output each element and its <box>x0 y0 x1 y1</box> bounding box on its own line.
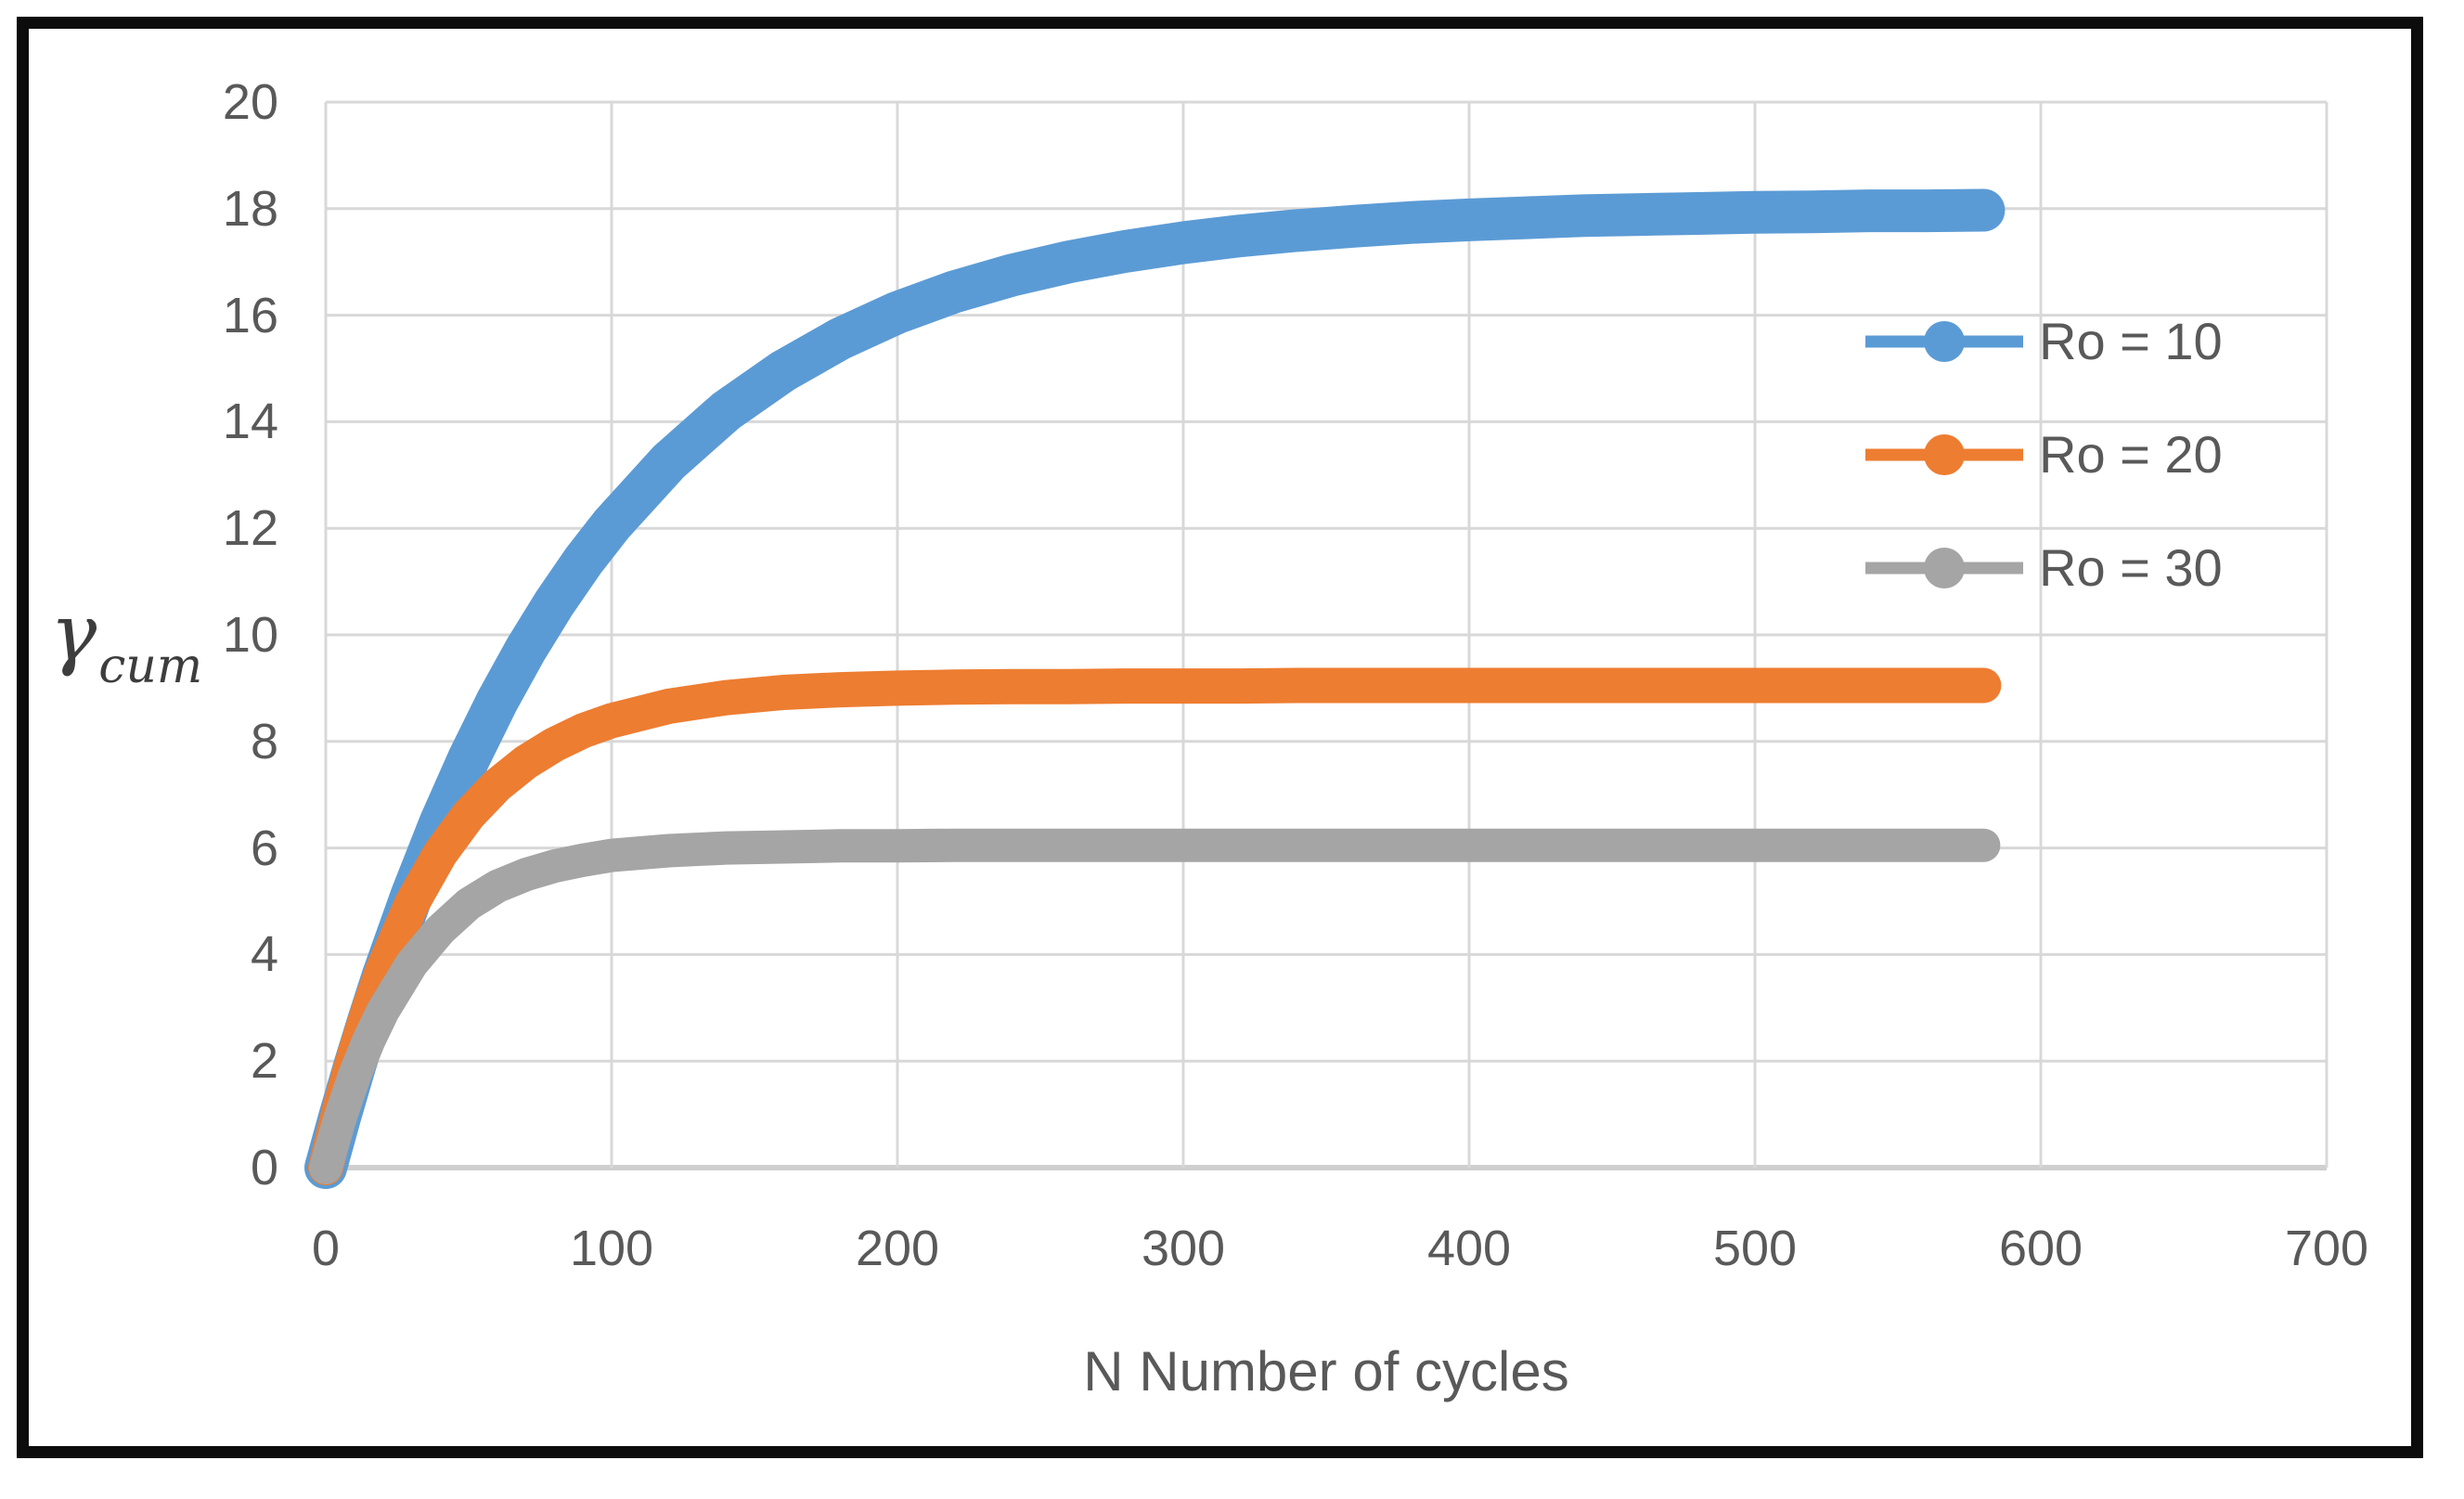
legend-label-ro-10: Ro = 10 <box>2039 312 2223 370</box>
y-tick-label-12: 12 <box>222 500 278 557</box>
x-tick-label-600: 600 <box>1998 1221 2083 1276</box>
x-tick-label-300: 300 <box>1141 1221 1226 1276</box>
series-curve-2 <box>308 667 2002 1185</box>
y-axis-title-gamma: γ <box>50 588 97 678</box>
y-axis-title: γcum <box>50 594 202 691</box>
y-tick-label-4: 4 <box>250 926 278 983</box>
series-curve-1 <box>304 188 2006 1189</box>
y-tick-label-20: 20 <box>222 74 278 130</box>
x-tick-label-0: 0 <box>311 1221 341 1276</box>
x-tick-label-200: 200 <box>855 1221 940 1276</box>
legend-marker-circle-1 <box>1924 321 1965 362</box>
legend-marker-circle-2 <box>1924 434 1965 475</box>
y-axis-title-subscript: cum <box>98 639 203 694</box>
x-axis-title: N Number of cycles <box>1083 1340 1569 1402</box>
y-tick-label-18: 18 <box>222 180 278 237</box>
y-tick-label-10: 10 <box>222 607 278 663</box>
legend-label-ro-20: Ro = 20 <box>2039 425 2223 484</box>
x-tick-label-100: 100 <box>569 1221 654 1276</box>
y-tick-label-16: 16 <box>222 287 278 343</box>
y-tick-label-2: 2 <box>250 1033 278 1090</box>
legend-label-ro-30: Ro = 30 <box>2039 538 2223 597</box>
x-tick-label-400: 400 <box>1426 1221 1512 1276</box>
legend-marker-circle-3 <box>1924 548 1965 588</box>
x-tick-label-500: 500 <box>1712 1221 1798 1276</box>
x-tick-label-700: 700 <box>2284 1221 2369 1276</box>
y-tick-label-8: 8 <box>250 713 278 769</box>
series-curve-3 <box>309 828 2001 1184</box>
y-tick-label-6: 6 <box>250 820 278 876</box>
y-tick-label-14: 14 <box>222 394 278 450</box>
y-tick-label-0: 0 <box>250 1140 278 1195</box>
